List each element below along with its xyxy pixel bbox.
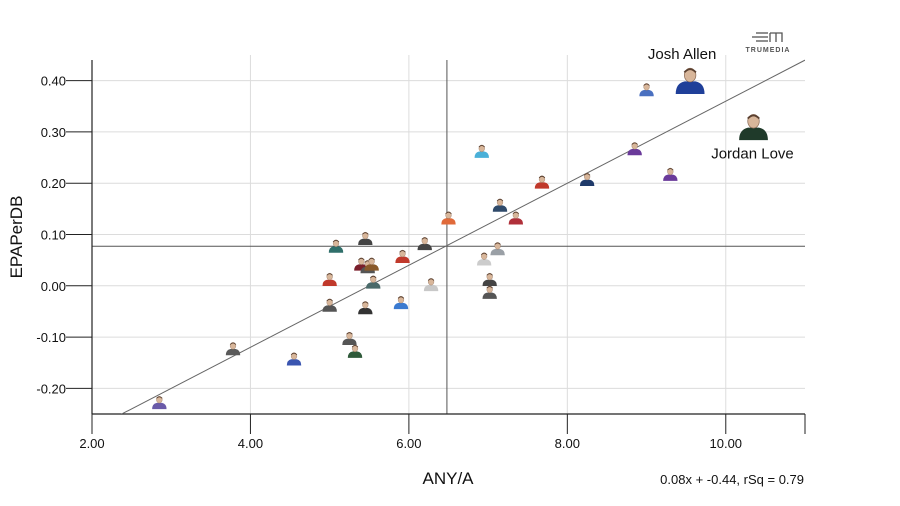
y-tick-label: -0.10	[36, 330, 66, 345]
y-tick-label: 0.40	[41, 74, 66, 89]
axes: 2.00 4.00 6.00 8.00 10.00 -0.20 -0.10 0.00 0.10 0…	[36, 60, 806, 451]
player-point	[286, 352, 302, 366]
player-point	[534, 175, 550, 189]
player-point	[482, 273, 497, 287]
player-point	[328, 239, 344, 253]
player-point	[395, 249, 410, 263]
y-tick-label: -0.20	[36, 381, 66, 396]
trumedia-logo: TRUMEDIA	[746, 32, 791, 54]
player-name-label: Josh Allen	[648, 46, 716, 63]
trumedia-logo-icon	[752, 32, 783, 42]
player-point	[322, 298, 337, 312]
trumedia-logo-text: TRUMEDIA	[746, 47, 791, 54]
player-point	[358, 231, 373, 246]
highlighted-player-point	[675, 67, 705, 95]
trendline	[120, 59, 805, 414]
player-point	[423, 278, 439, 292]
y-tick-label: 0.20	[41, 176, 66, 191]
labels-group: Josh Allen Jordan Love	[648, 46, 794, 162]
player-point	[152, 396, 167, 410]
player-point	[627, 142, 642, 156]
regression-equation: 0.08x + -0.44, rSq = 0.79	[660, 472, 804, 487]
highlighted-player-point	[739, 114, 768, 141]
x-axis-title: ANY/A	[422, 469, 474, 488]
player-point	[417, 237, 432, 251]
player-point	[508, 211, 524, 225]
player-point	[492, 198, 508, 212]
player-name-label: Jordan Love	[711, 145, 794, 162]
player-point	[322, 273, 337, 287]
player-point	[490, 242, 505, 256]
y-tick-label: 0.30	[41, 125, 66, 140]
x-tick-label: 4.00	[238, 436, 263, 451]
player-point	[663, 167, 678, 181]
trendline-group	[120, 59, 805, 414]
player-point	[358, 301, 373, 315]
player-point	[225, 342, 241, 356]
player-point	[474, 144, 489, 158]
gridlines	[92, 55, 805, 414]
y-tick-label: 0.10	[41, 228, 66, 243]
x-tick-label: 10.00	[710, 436, 743, 451]
player-point	[476, 252, 492, 266]
player-point	[482, 285, 497, 299]
player-point	[366, 275, 381, 289]
x-tick-label: 6.00	[396, 436, 421, 451]
x-tick-label: 8.00	[555, 436, 580, 451]
player-point	[364, 257, 379, 271]
reference-lines	[92, 60, 805, 414]
y-axis-title: EPAPerDB	[7, 196, 26, 279]
player-point	[393, 296, 409, 310]
player-point	[639, 83, 654, 97]
y-tick-label: 0.00	[41, 279, 66, 294]
player-point	[342, 331, 357, 346]
player-point	[347, 344, 363, 358]
x-tick-label: 2.00	[79, 436, 104, 451]
player-point	[579, 172, 595, 187]
points-group	[152, 67, 768, 410]
player-point	[441, 211, 456, 225]
